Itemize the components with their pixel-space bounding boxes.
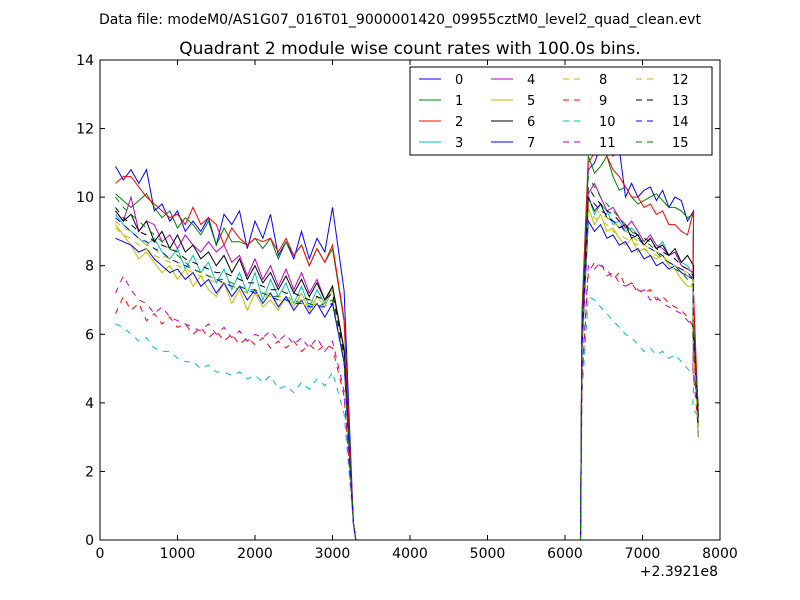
legend-label-12: 12 [672, 73, 689, 88]
y-tick-label: 4 [85, 396, 94, 412]
legend-label-5: 5 [527, 94, 535, 109]
series-lines [115, 126, 699, 541]
series-line-6 [115, 196, 699, 541]
x-tick-label: 4000 [392, 546, 428, 562]
y-tick-label: 10 [76, 190, 94, 206]
x-offset-label: +2.3921e8 [640, 564, 718, 580]
y-tick-label: 14 [76, 53, 94, 69]
suptitle: Data file: modeM0/AS1G07_016T01_90000014… [99, 12, 701, 28]
legend-label-10: 10 [599, 115, 616, 130]
y-tick-label: 8 [85, 259, 94, 275]
y-tick-label: 0 [85, 533, 94, 549]
y-tick-label: 2 [85, 464, 94, 480]
legend-label-14: 14 [672, 115, 689, 130]
series-line-7 [115, 219, 699, 541]
legend-box [409, 66, 713, 156]
x-tick-label: 1000 [160, 546, 196, 562]
series-line-2 [115, 141, 699, 541]
legend-label-6: 6 [527, 115, 535, 130]
x-tick-label: 0 [96, 546, 105, 562]
series-line-4 [115, 182, 699, 541]
legend-label-3: 3 [455, 136, 463, 151]
series-line-11 [115, 261, 699, 541]
legend-label-8: 8 [599, 73, 607, 88]
series-line-15 [115, 174, 699, 541]
series-line-13 [115, 185, 699, 541]
legend-label-7: 7 [527, 136, 535, 151]
x-tick-label: 7000 [625, 546, 661, 562]
x-tick-label: 5000 [470, 546, 506, 562]
x-tick-label: 3000 [315, 546, 351, 562]
legend-label-4: 4 [527, 73, 535, 88]
legend-label-11: 11 [599, 136, 616, 151]
legend-label-2: 2 [455, 115, 463, 130]
legend-label-1: 1 [455, 94, 463, 109]
chart-title: Quadrant 2 module wise count rates with … [179, 39, 640, 59]
legend-label-0: 0 [455, 73, 463, 88]
y-tick-label: 12 [76, 122, 94, 138]
legend-label-13: 13 [672, 94, 689, 109]
series-line-5 [115, 207, 699, 541]
x-tick-label: 2000 [237, 546, 273, 562]
series-line-0 [115, 126, 699, 541]
series-line-10 [115, 295, 699, 541]
legend-label-15: 15 [672, 136, 689, 151]
series-line-14 [115, 195, 699, 541]
axis-ticks: 0 1000 2000 3000 4000 5000 6000 7000 80000246810… [76, 53, 738, 562]
x-tick-label: 6000 [547, 546, 583, 562]
y-tick-label: 6 [85, 327, 94, 343]
series-line-9 [115, 261, 699, 541]
x-tick-label: 8000 [702, 546, 738, 562]
legend-label-9: 9 [599, 94, 607, 109]
